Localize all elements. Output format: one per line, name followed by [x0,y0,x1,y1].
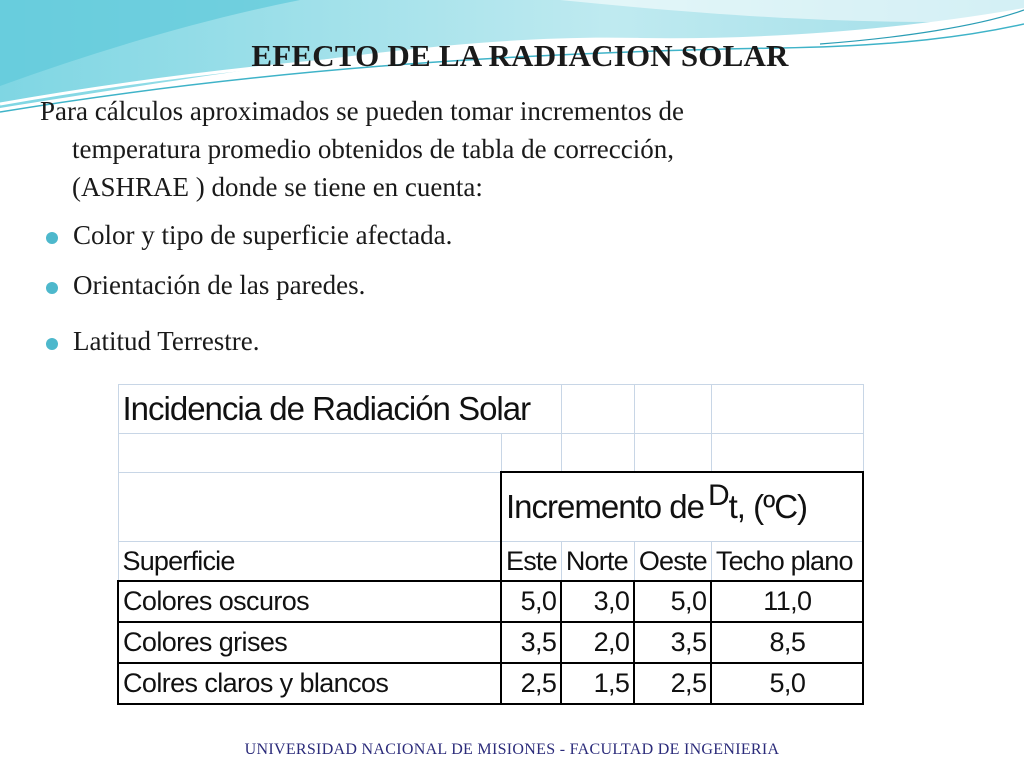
row-label: Colres claros y blancos [117,662,502,705]
bullet-dot-icon [46,338,58,350]
header-wave-banner [0,0,1024,113]
table-spacer-row [117,433,864,473]
delta-symbol: D [707,479,730,512]
radiation-table-container: Incidencia de Radiación Solar Incremento… [117,384,865,705]
radiation-table: Incidencia de Radiación Solar Incremento… [117,384,865,705]
table-row: Colores grises 3,5 2,0 3,5 8,5 [117,621,865,664]
value-cell: 5,0 [499,580,562,623]
row-label: Colores grises [117,621,502,664]
table-cell-empty [710,384,864,434]
table-cell-empty [633,433,712,473]
intro-line-1: Para cálculos aproximados se pueden toma… [40,96,685,126]
bullet-text: Latitud Terrestre. [73,326,260,356]
value-cell: 11,0 [710,580,865,623]
intro-line-3: (ASHRAE ) donde se tiene en cuenta: [72,172,483,202]
value-cell: 8,5 [710,621,865,664]
table-row: Colres claros y blancos 2,5 1,5 2,5 5,0 [117,662,865,705]
row-label: Colores oscuros [117,580,502,623]
table-cell-empty [710,433,864,473]
column-header-techo-plano: Techo plano [710,541,865,582]
table-cell-empty [633,384,712,434]
value-cell: 1,5 [560,662,635,705]
group-header-suffix: t, (ºC) [728,488,808,525]
value-cell: 2,5 [499,662,562,705]
bullet-item: Latitud Terrestre. [40,326,260,357]
intro-paragraph: Para cálculos aproximados se pueden toma… [40,92,940,206]
table-row: Colores oscuros 5,0 3,0 5,0 11,0 [117,580,865,623]
table-cell-empty [560,433,635,473]
table-title-row: Incidencia de Radiación Solar [117,384,864,434]
value-cell: 3,5 [633,621,712,664]
group-header-prefix: Incremento de [506,488,705,525]
value-cell: 5,0 [710,662,865,705]
table-cell-empty [117,471,502,542]
value-cell: 3,0 [560,580,635,623]
bullet-dot-icon [46,232,58,244]
slide-title: EFECTO DE LA RADIACION SOLAR [251,38,789,73]
bullet-text: Color y tipo de superficie afectada. [73,220,453,250]
intro-line-2: temperatura promedio obtenidos de tabla … [72,134,675,164]
column-header-oeste: Oeste [633,541,712,582]
value-cell: 2,0 [560,621,635,664]
bullet-dot-icon [46,282,58,294]
table-cell-empty [560,384,635,434]
bullet-item: Color y tipo de superficie afectada. [40,220,452,251]
value-cell: 2,5 [633,662,712,705]
table-cell-empty [500,433,562,473]
footer-institution: UNIVERSIDAD NACIONAL DE MISIONES - FACUL… [244,741,780,758]
table-group-header-row: Incremento de Dt, (ºC) [117,471,865,542]
table-cell-empty [117,433,502,473]
column-header-superficie: Superficie [117,541,502,582]
table-column-header-row: Superficie Este Norte Oeste Techo plano [117,541,865,582]
value-cell: 3,5 [499,621,562,664]
value-cell: 5,0 [633,580,712,623]
bullet-item: Orientación de las paredes. [40,270,365,301]
column-header-norte: Norte [560,541,635,582]
table-title: Incidencia de Radiación Solar [117,384,562,434]
delta-t-group-header: Incremento de Dt, (ºC) [499,471,865,542]
column-header-este: Este [499,541,562,582]
bullet-text: Orientación de las paredes. [73,270,366,300]
